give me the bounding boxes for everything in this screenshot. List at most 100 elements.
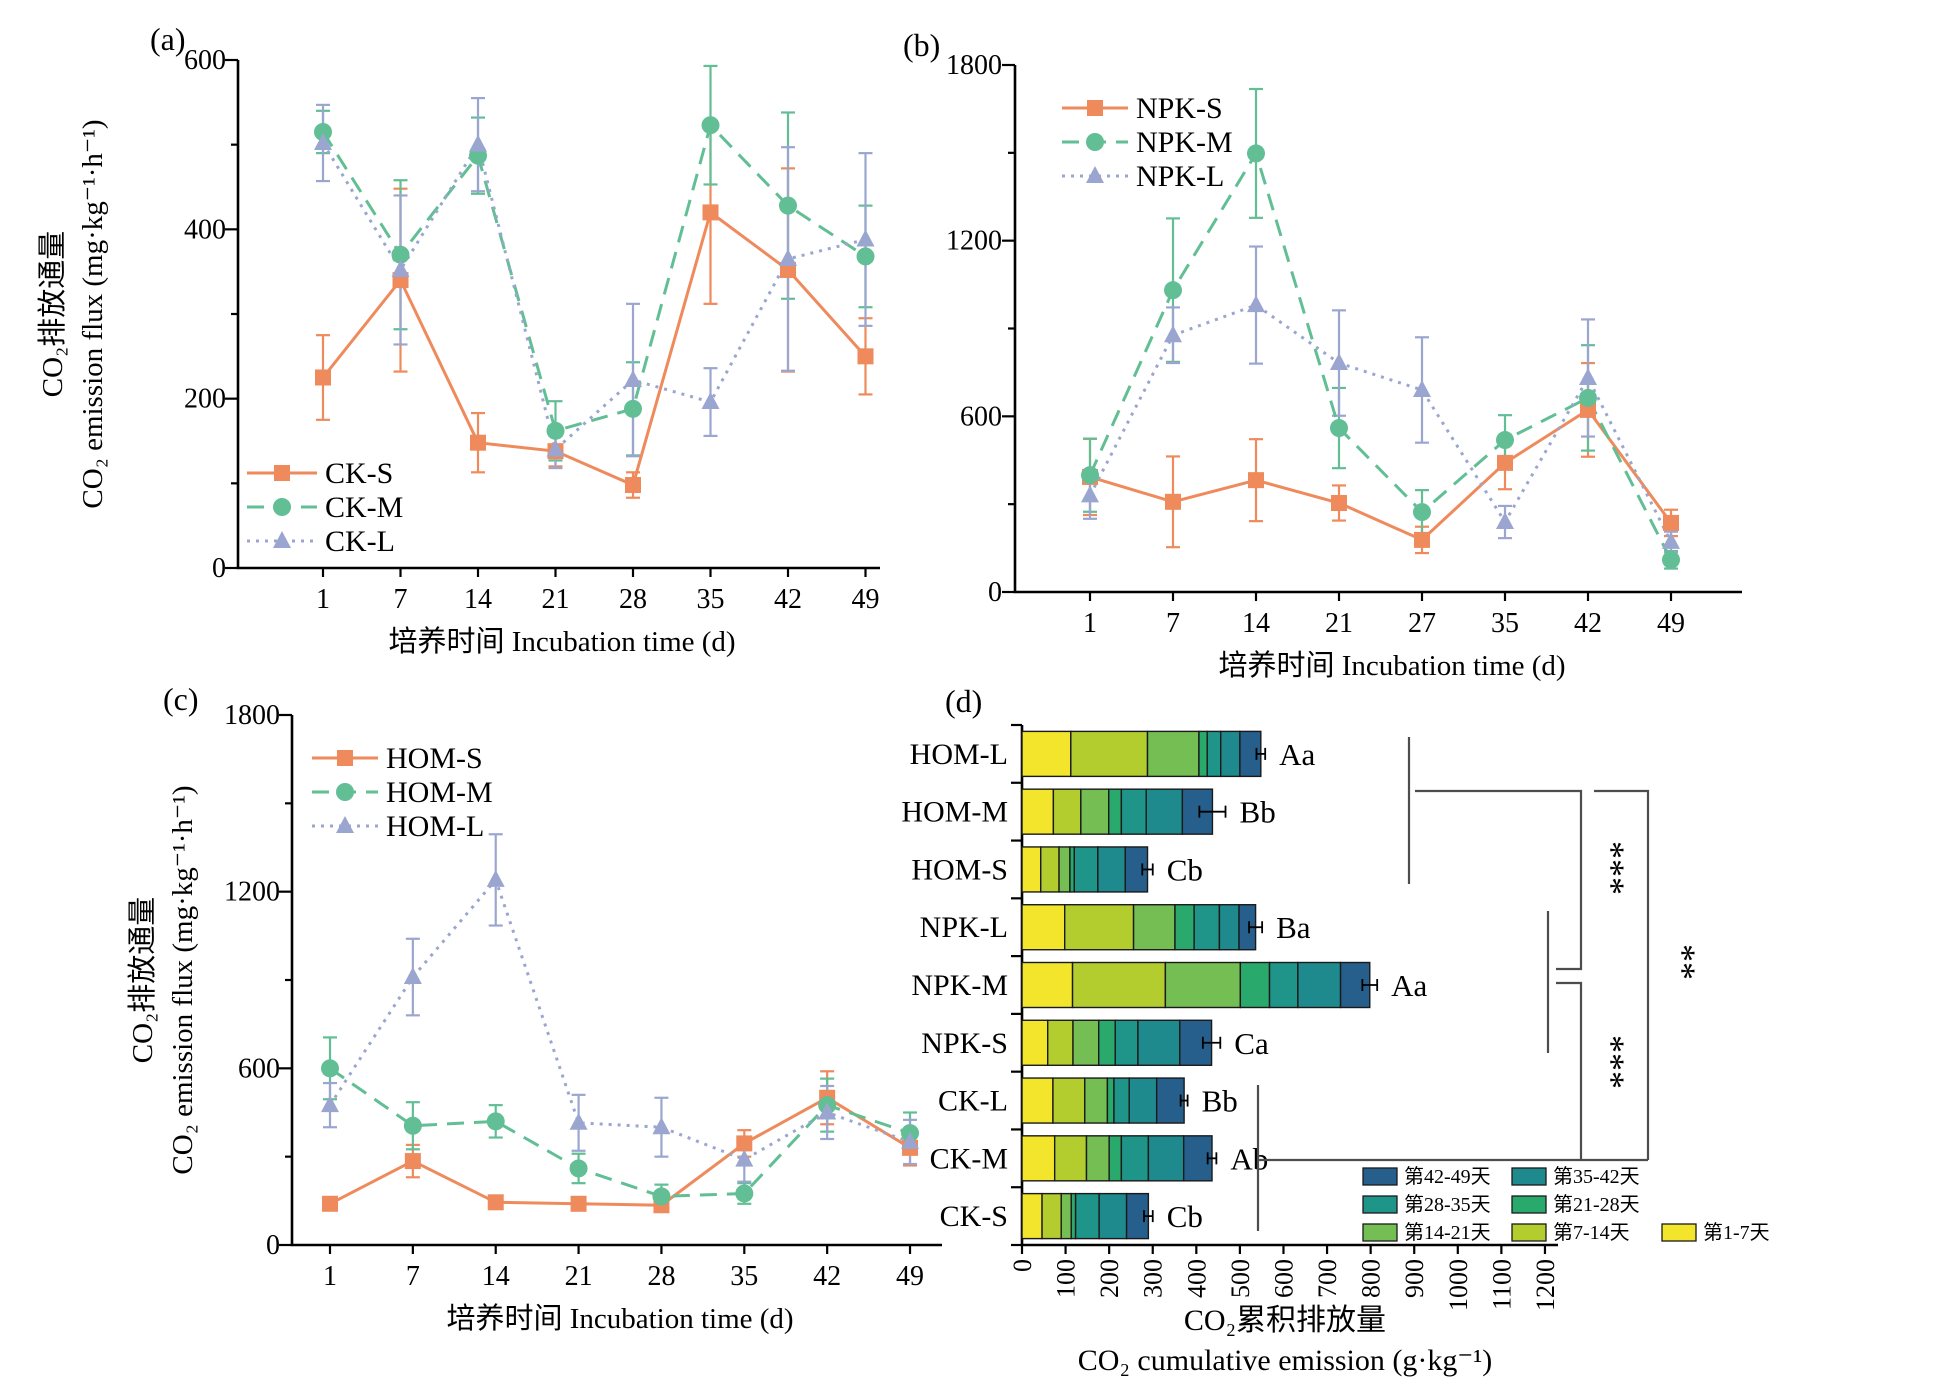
x-tick-label: 49 [852,584,880,615]
bar-segment-第35-42天 [1137,1019,1181,1066]
x-tick-label: 1 [323,1261,337,1292]
x-tick-label: 1100 [1487,1259,1516,1310]
triangle-marker [1164,325,1182,343]
legend-swatch-第35-42天 [1511,1167,1547,1186]
x-axis-title-d-en: CO₂ cumulative emission (g·kg⁻¹) [1078,1344,1492,1377]
square-marker [322,1195,338,1212]
square-marker [337,750,353,766]
y-axis-title-en: CO₂ emission flux (mg·kg⁻¹·h⁻¹) [77,119,109,508]
bar-segment-第28-35天 [1206,730,1222,778]
bar-segment-第28-35天 [1193,904,1221,951]
bar-segment-第14-21天 [1132,904,1176,951]
category-label-HOM-M: HOM-M [901,796,1008,829]
x-tick-label: 14 [482,1261,510,1292]
triangle-marker [336,816,354,833]
y-axis-title-cn: CO₂排放通量 [36,231,69,397]
circle-marker [486,1112,505,1131]
bracket-NPK-CK [1556,981,1583,1160]
significance-letter-NPK-S: Ca [1234,1026,1269,1061]
bar-HOM-L [1021,730,1267,778]
bar-segment-第14-21天 [1060,1192,1072,1240]
triangle-marker [1413,379,1431,397]
series-line-CK-M [321,122,867,433]
triangle-marker [856,229,875,247]
bar-segment-第14-21天 [1072,1019,1100,1066]
triangle-marker [403,967,422,985]
bar-segment-第35-42天 [1297,961,1342,1009]
y-tick-label: 1800 [224,700,280,731]
square-marker [487,1194,504,1211]
circle-marker [403,1116,422,1135]
series-markers-CK-L [314,132,875,457]
triangle-marker [1496,512,1514,530]
square-marker [1663,514,1679,531]
x-tick-label: 700 [1313,1259,1342,1298]
x-tick-label: 49 [1657,608,1685,639]
bracket-HOM-NPK [1415,789,1583,971]
circle-marker [779,196,797,215]
legend-swatch-第42-49天 [1362,1167,1398,1186]
bar-segment-第35-42天 [1097,846,1126,893]
y-axis-title-cn: CO₂排放通量 [126,897,159,1063]
y-tick-label: 1200 [946,226,1002,257]
bar-segment-第28-35天 [1120,1135,1150,1182]
panel-label-a: (a) [150,21,186,57]
circle-marker [273,498,291,516]
y-axis-title-en: CO₂ emission flux (mg·kg⁻¹·h⁻¹) [167,785,199,1174]
bar-HOM-S [1021,846,1154,893]
bar-segment-第21-28天 [1106,1077,1115,1124]
x-tick-label: 14 [1242,608,1270,639]
bar-segment-第28-35天 [1268,961,1299,1009]
bar-segment-第28-35天 [1120,788,1147,835]
square-marker [1165,493,1181,510]
y-tick-label: 200 [184,384,226,415]
legend-a: CK-SCK-MCK-L [247,457,403,558]
x-tick-label: 1200 [1531,1259,1560,1311]
series-line-CK-S [321,209,867,488]
circle-marker [701,116,720,135]
circle-marker [391,245,410,264]
legend-swatch-第14-21天 [1362,1223,1398,1242]
bar-segment-第1-7天 [1021,846,1042,893]
triangle-marker [652,1117,671,1135]
y-tick-label: 600 [184,45,226,76]
triangle-marker [273,531,291,548]
square-marker [736,1135,753,1152]
triangle-marker [321,1095,339,1113]
bar-segment-第1-7天 [1021,788,1055,835]
bar-HOM-M [1021,788,1227,835]
y-tick-label: 0 [988,577,1002,608]
bar-segment-第7-14天 [1064,904,1135,951]
x-tick-label: 42 [1574,608,1602,639]
x-tick-label: 7 [1166,608,1180,639]
panel-c: (c) 0 600 1200 1800 1 7 14 21 28 35 42 49 培养时间 Incuba… [126,681,942,1335]
series-markers-NPK-S [1082,401,1679,548]
x-tick-label: 7 [406,1261,420,1292]
legend-label-HOM-S: HOM-S [386,742,483,775]
square-marker [1087,100,1103,116]
y-tick-label: 1200 [224,877,280,908]
legend-label-HOM-L: HOM-L [386,810,484,843]
bar-segment-第7-14天 [1047,1019,1074,1066]
series-line-HOM-L [328,876,911,1162]
legend-swatch-第7-14天 [1511,1223,1547,1242]
x-tick-label: 1000 [1444,1259,1473,1311]
bar-CK-M [1021,1135,1218,1182]
circle-marker [314,122,332,141]
square-marker [274,465,290,481]
bar-segment-第7-14天 [1070,730,1149,778]
circle-marker [546,421,565,440]
bar-segment-第21-28天 [1239,961,1271,1009]
category-label-CK-S: CK-S [940,1200,1008,1233]
legend-label-CK-L: CK-L [325,525,395,558]
triangle-marker [818,1102,837,1120]
bar-segment-第7-14天 [1052,1077,1086,1124]
significance-letter-HOM-M: Bb [1240,795,1276,830]
square-marker [404,1153,421,1170]
bar-segment-第28-35天 [1073,846,1099,893]
axes-b [1013,65,1742,594]
bar-segment-第1-7天 [1021,730,1072,778]
circle-marker [1662,550,1680,569]
bar-segment-第1-7天 [1021,1192,1043,1240]
